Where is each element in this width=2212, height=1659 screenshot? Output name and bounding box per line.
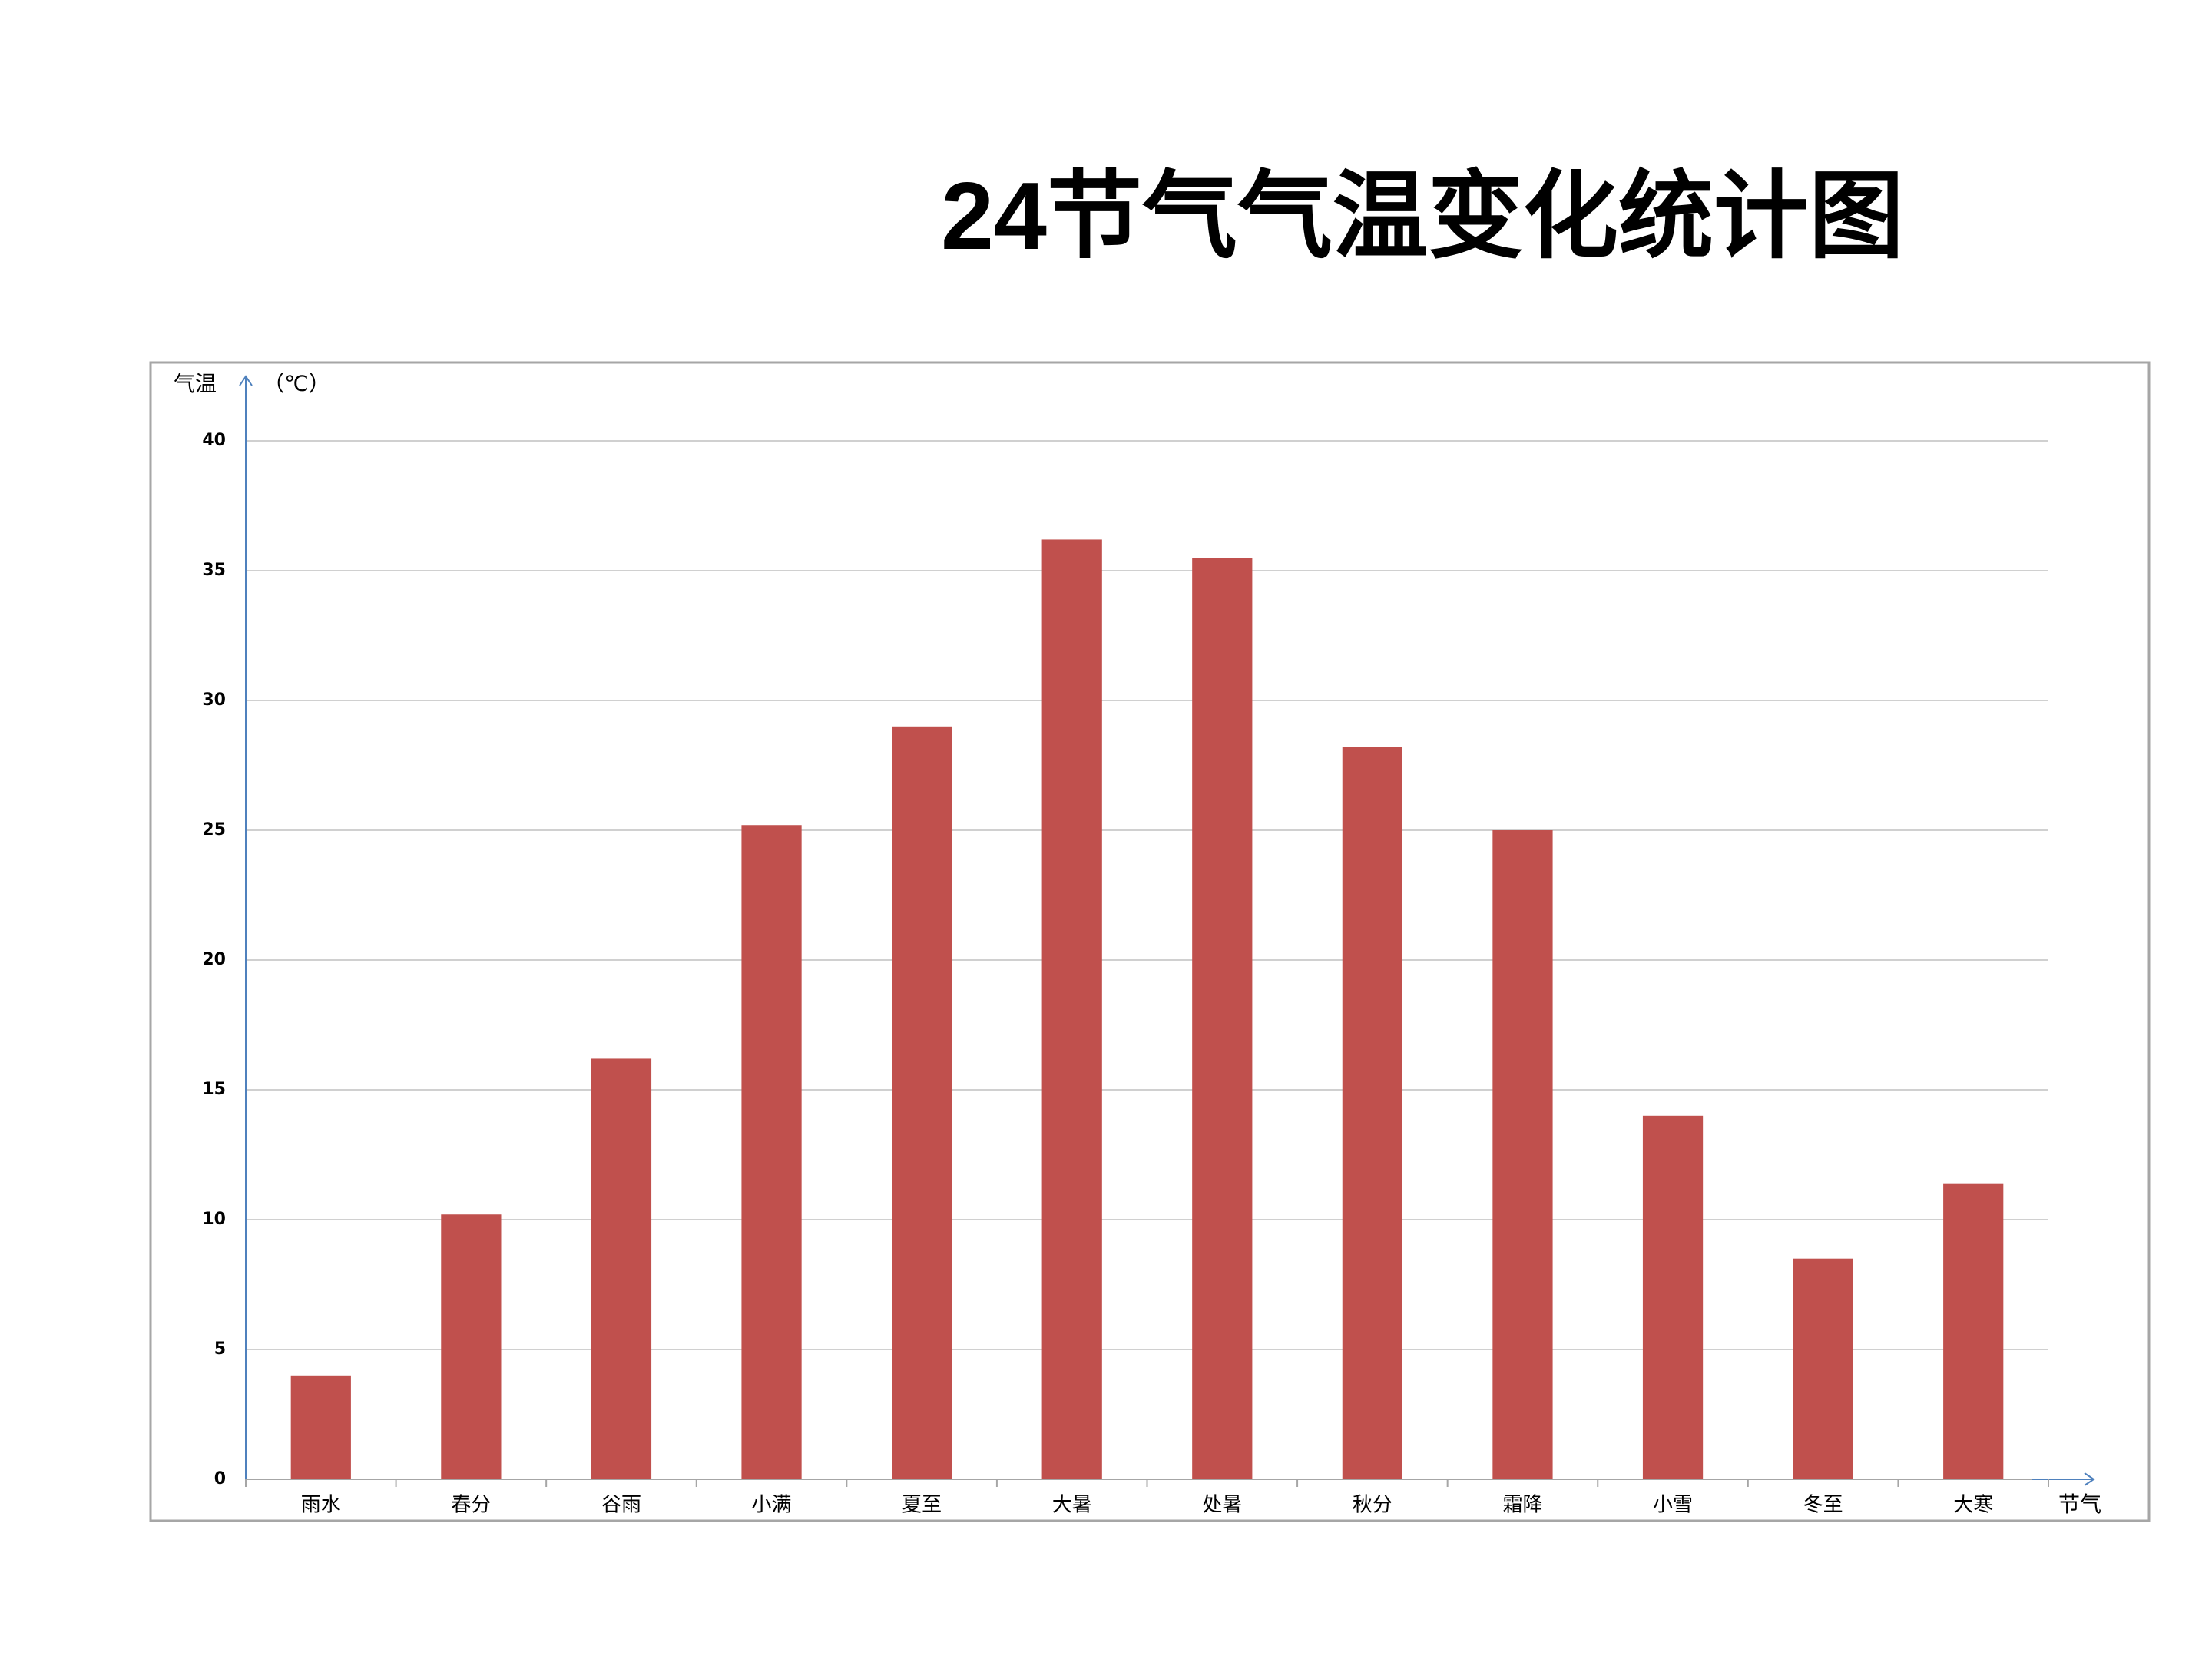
bar bbox=[290, 1375, 351, 1479]
x-axis-arrow bbox=[2084, 1472, 2095, 1486]
y-tick-label: 35 bbox=[202, 561, 226, 580]
y-tick-label: 5 bbox=[214, 1339, 226, 1359]
y-tick-label: 40 bbox=[202, 431, 226, 450]
x-tick-label: 秋分 bbox=[1353, 1494, 1392, 1517]
bar bbox=[1192, 558, 1253, 1479]
x-tick-label: 小雪 bbox=[1653, 1494, 1693, 1517]
y-tick-label: 15 bbox=[202, 1080, 226, 1099]
x-tick-label: 小满 bbox=[752, 1494, 792, 1517]
x-tick-label: 冬至 bbox=[1803, 1494, 1843, 1517]
bar bbox=[1492, 830, 1553, 1479]
x-tick-label: 雨水 bbox=[301, 1494, 341, 1517]
bar bbox=[1793, 1258, 1853, 1479]
x-tick-label: 大寒 bbox=[1953, 1494, 1993, 1517]
x-tick-label: 大暑 bbox=[1052, 1494, 1092, 1517]
y-tick-label: 10 bbox=[202, 1210, 226, 1229]
y-axis-arrow bbox=[239, 375, 253, 386]
bar bbox=[1041, 539, 1102, 1480]
x-axis-label: 节气 bbox=[2058, 1492, 2101, 1517]
y-axis-label: 气温 bbox=[174, 371, 217, 396]
bar bbox=[741, 825, 802, 1479]
x-tick-label: 处暑 bbox=[1202, 1494, 1242, 1517]
x-tick-label: 谷雨 bbox=[601, 1494, 641, 1517]
bar bbox=[441, 1214, 502, 1479]
y-tick-label: 25 bbox=[202, 820, 226, 839]
y-axis-unit: （℃） bbox=[263, 371, 329, 396]
chart-frame bbox=[149, 361, 2151, 1522]
chart-title: 24节气气温变化统计图 bbox=[941, 164, 1904, 270]
x-tick-label: 夏至 bbox=[902, 1494, 942, 1517]
bar bbox=[1642, 1115, 1704, 1479]
y-tick-label: 0 bbox=[214, 1469, 226, 1488]
y-tick-label: 30 bbox=[202, 690, 226, 710]
x-tick-label: 春分 bbox=[451, 1494, 491, 1517]
bar bbox=[1943, 1183, 2004, 1479]
bar bbox=[892, 726, 952, 1479]
x-tick-label: 霜降 bbox=[1502, 1494, 1542, 1517]
bar bbox=[591, 1058, 652, 1479]
bar bbox=[1342, 747, 1402, 1479]
y-tick-label: 20 bbox=[202, 950, 226, 969]
